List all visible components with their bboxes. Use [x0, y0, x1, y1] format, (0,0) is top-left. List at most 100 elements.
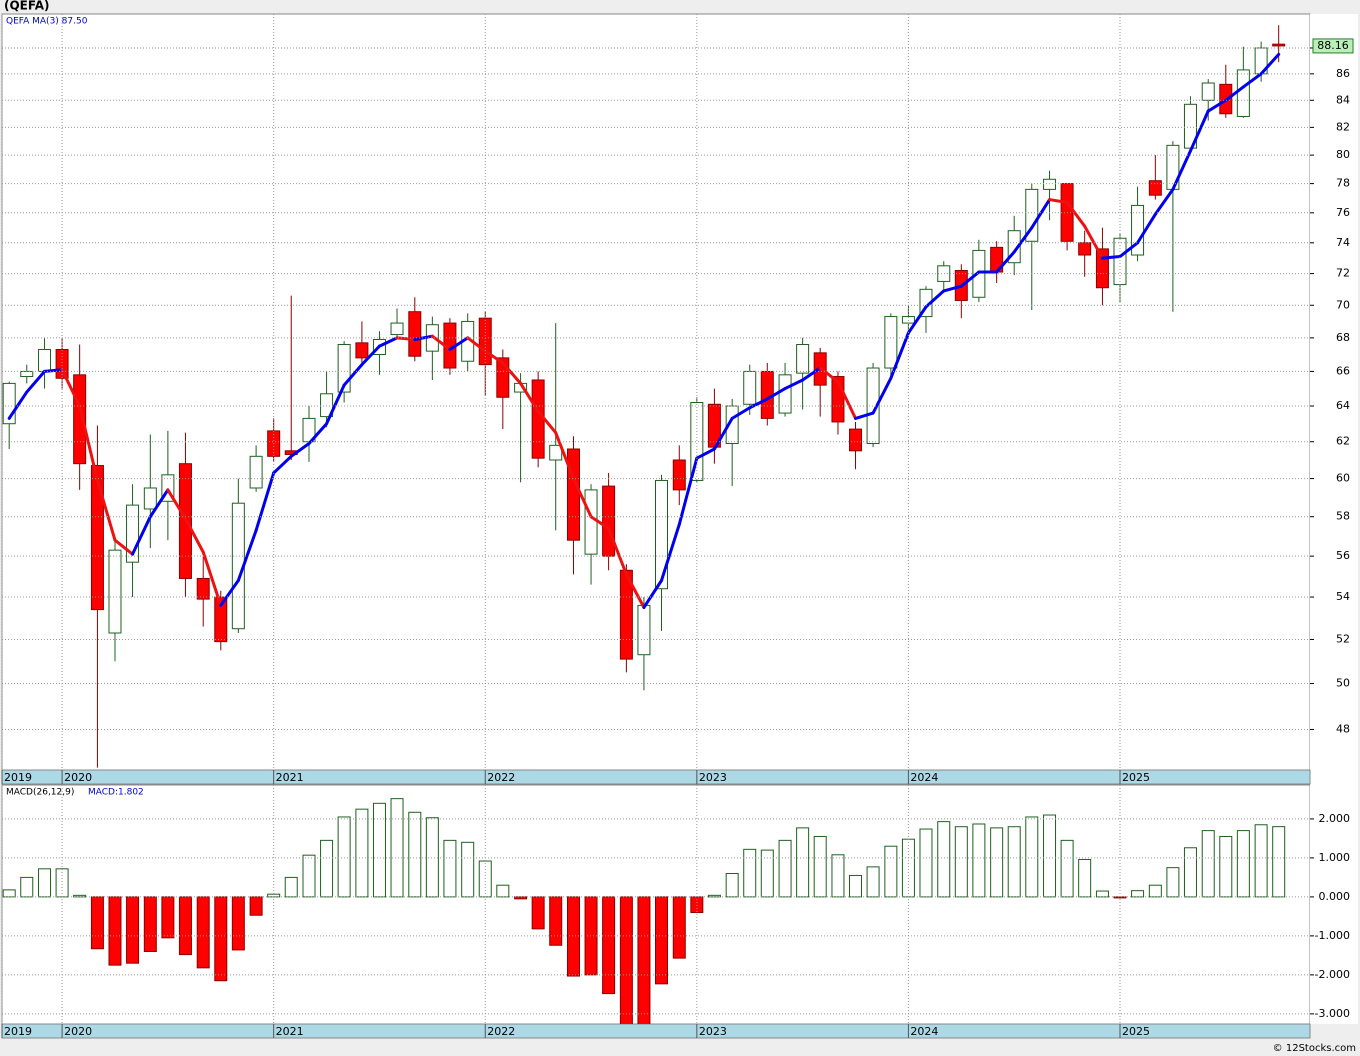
y-tick-label: 50	[1336, 677, 1350, 690]
candle-body	[320, 393, 334, 418]
x-tick-label: 2023	[699, 1025, 727, 1038]
chart-title: (QEFA)	[4, 0, 49, 13]
macd-bar	[372, 802, 386, 898]
macd-bar	[178, 896, 192, 956]
macd-bar	[161, 896, 175, 939]
macd-bar	[549, 896, 563, 946]
candle-body	[655, 479, 669, 590]
ma-line	[854, 411, 875, 420]
macd-title: MACD(26,12,9)	[6, 788, 74, 798]
candle-body	[884, 316, 898, 369]
candle-body	[1148, 180, 1162, 196]
macd-bar	[108, 896, 122, 966]
ma-line	[377, 336, 399, 348]
candle-body	[866, 367, 880, 445]
candle-body	[937, 265, 951, 282]
macd-bar	[1201, 830, 1215, 898]
ma-line	[183, 517, 205, 554]
y-tick-label: 72	[1336, 267, 1350, 280]
year-band	[1, 769, 1311, 785]
ma-line	[1153, 187, 1175, 216]
ma-line	[889, 331, 910, 380]
ma-line	[660, 522, 681, 583]
candle-body	[778, 374, 792, 414]
candle-body	[408, 311, 422, 357]
x-tick-label: 2025	[1122, 1025, 1150, 1038]
ma-line	[783, 378, 805, 391]
y-tick-label: 56	[1336, 549, 1350, 562]
macd-bar	[1166, 867, 1180, 898]
y-tick-label: 68	[1336, 331, 1350, 344]
macd-bar	[972, 823, 986, 898]
macd-bar	[196, 896, 210, 969]
macd-bar	[55, 868, 69, 898]
last-price-box	[1312, 38, 1354, 54]
x-tick-label: 2023	[699, 771, 727, 784]
x-tick-label: 2024	[910, 1025, 938, 1038]
ma-line	[1048, 198, 1069, 204]
axis-panel	[1310, 14, 1358, 1024]
y-tick-label: 74	[1336, 236, 1350, 249]
macd-bar	[566, 896, 580, 977]
ma-line	[519, 381, 540, 413]
macd-bar	[531, 896, 545, 930]
indicator-label: QEFA MA(3) 87.50	[6, 17, 88, 27]
y-tick-label: 78	[1336, 177, 1350, 190]
macd-bar	[760, 849, 774, 898]
ma-line	[642, 579, 664, 609]
macd-bar	[602, 896, 616, 995]
ma-line	[360, 344, 381, 367]
macd-bar	[619, 896, 633, 1024]
candle-body	[672, 459, 686, 491]
ma-line	[712, 416, 734, 451]
ma-line	[607, 526, 628, 576]
macd-bar	[1007, 826, 1021, 898]
candle-body	[584, 489, 598, 555]
ma-line	[554, 431, 575, 481]
ma-line	[430, 334, 452, 351]
y-tick-label: 62	[1336, 435, 1350, 448]
ma-line	[1188, 109, 1210, 153]
y-tick-label: 48	[1336, 722, 1350, 735]
ma-line	[1241, 72, 1263, 89]
ma-line	[395, 336, 417, 342]
y-tick-label: 0.000	[1319, 890, 1351, 903]
macd-bar	[443, 839, 457, 898]
ma-line	[95, 478, 117, 542]
y-tick-label: -2.000	[1315, 968, 1350, 981]
macd-bar	[884, 845, 898, 898]
y-tick-label: 86	[1336, 67, 1350, 80]
macd-bar	[1219, 835, 1233, 898]
macd-bar	[919, 828, 933, 898]
ma-line	[201, 550, 223, 607]
y-tick-label: 84	[1336, 93, 1350, 106]
macd-bar	[796, 827, 810, 898]
ma-line	[906, 305, 928, 335]
y-tick-label: 80	[1336, 148, 1350, 161]
macd-bar	[390, 798, 404, 898]
y-tick-label: 54	[1336, 590, 1350, 603]
macd-bar	[655, 896, 669, 985]
candle-body	[1043, 178, 1057, 190]
macd-bar	[778, 839, 792, 898]
ma-line	[166, 488, 187, 521]
macd-bar	[1095, 890, 1109, 898]
candle-body	[1095, 248, 1109, 289]
macd-bar	[849, 874, 863, 898]
candle-body	[108, 549, 122, 634]
candle-body	[390, 322, 404, 336]
ma-line	[25, 369, 47, 394]
macd-bar	[901, 838, 915, 898]
ma-line	[1030, 198, 1052, 230]
ma-line	[836, 380, 858, 420]
candle-body	[143, 487, 157, 510]
ma-line	[942, 284, 963, 293]
macd-bar	[937, 821, 951, 898]
ma-line	[78, 404, 99, 482]
y-tick-label: 52	[1336, 632, 1350, 645]
ma-line	[272, 454, 293, 475]
y-tick-label: -1.000	[1315, 929, 1350, 942]
candle-body	[566, 448, 580, 541]
macd-bar	[725, 873, 739, 898]
macd-bar	[73, 894, 87, 898]
